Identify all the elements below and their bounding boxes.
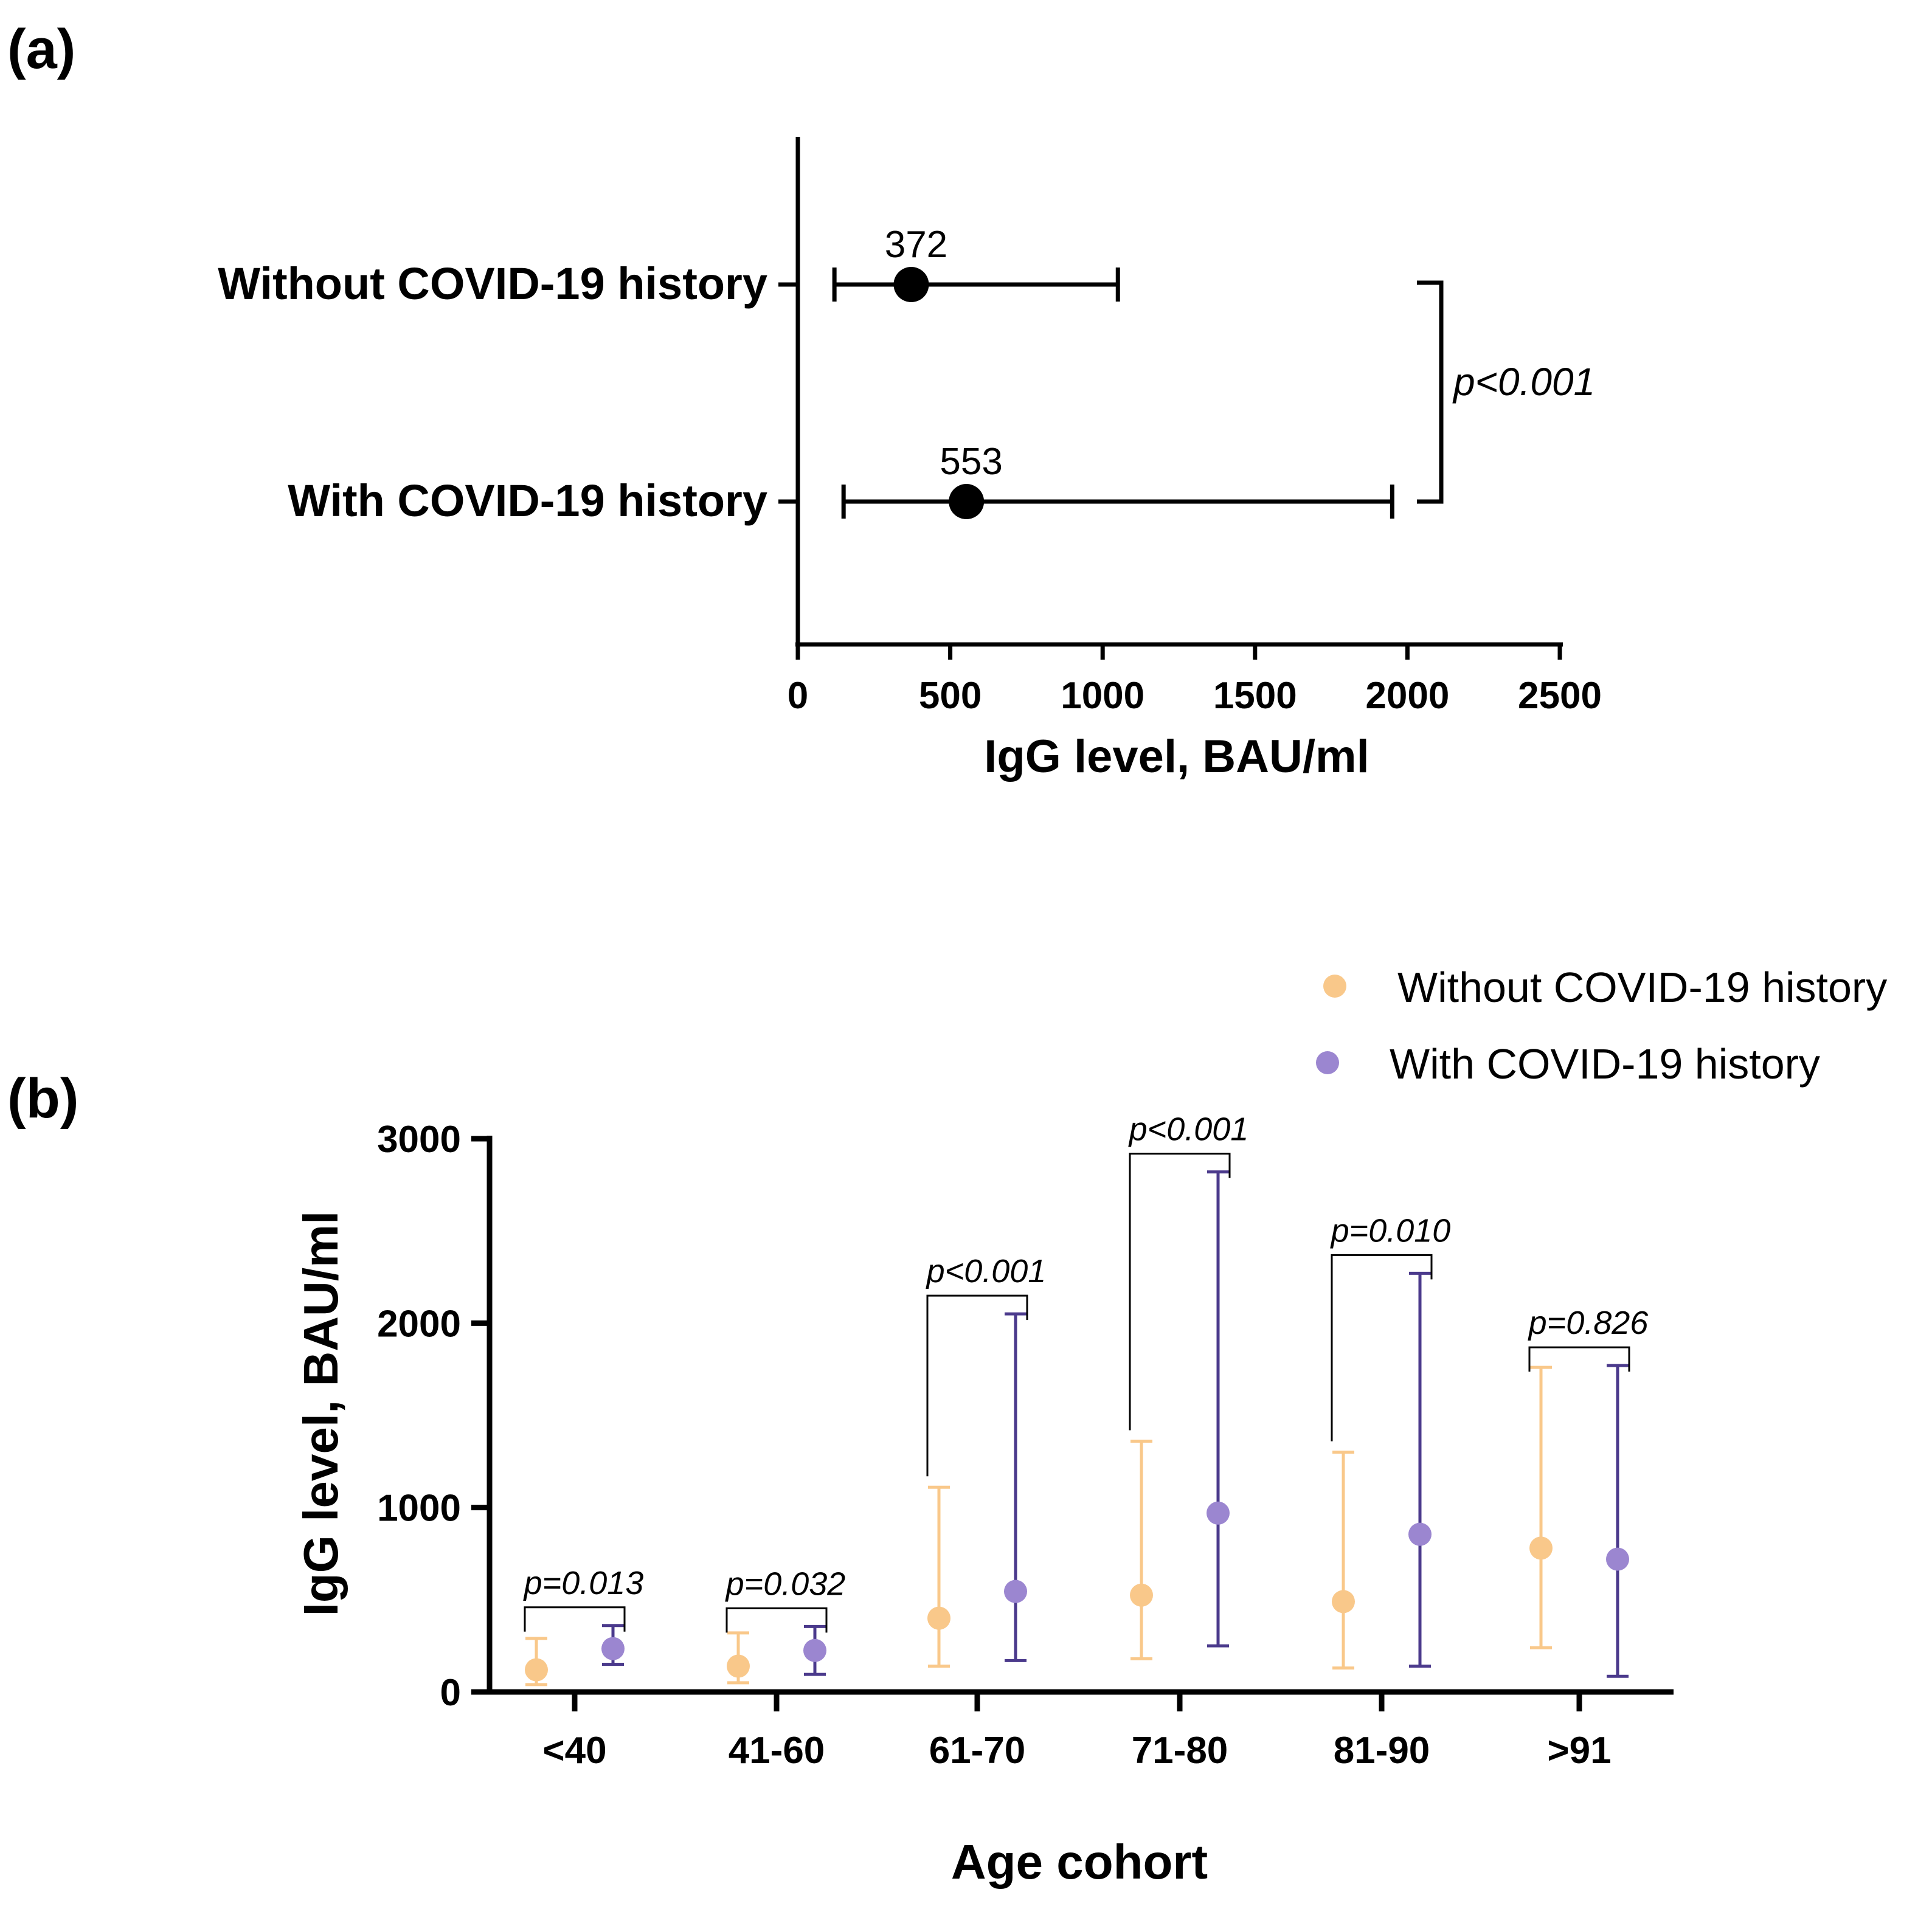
- panel-b-point-group: [1207, 1170, 1230, 1648]
- panel-b-y-tick-label: 1000: [377, 1488, 461, 1530]
- panel-b-point: [601, 1637, 625, 1660]
- panel-b-bracket-line: [926, 1294, 1028, 1477]
- panel-b-point: [1207, 1501, 1230, 1525]
- legend: Without COVID-19 history With COVID-19 h…: [1316, 964, 1887, 1088]
- panel-b-point-group: [1332, 1451, 1355, 1670]
- panel-b-point: [1130, 1583, 1153, 1607]
- panel-b-bracket-line: [725, 1607, 828, 1633]
- panel-a-x-axis-title: IgG level, BAU/ml: [984, 731, 1369, 782]
- panel-a-row: With COVID-19 history 553: [288, 441, 1394, 526]
- panel-b-point: [727, 1654, 750, 1678]
- panel-b-point-group: [927, 1485, 950, 1668]
- panel-b-point-group: [803, 1624, 826, 1676]
- panel-b-point: [1332, 1590, 1355, 1614]
- panel-b-y-tick-label: 3000: [377, 1119, 461, 1161]
- panel-b-significance-bracket: p=0.826: [1528, 1305, 1649, 1372]
- panel-b-significance-bracket: p<0.001: [1128, 1111, 1249, 1431]
- panel-a-x-tick-label: 2000: [1365, 675, 1449, 717]
- panel-b-point: [1408, 1522, 1432, 1546]
- panel-b-y-tick-label: 0: [440, 1672, 461, 1714]
- panel-a-x-tick-label: 0: [788, 675, 808, 717]
- panel-b-point: [803, 1638, 826, 1662]
- panel-a-x-tick-label: 500: [919, 675, 982, 717]
- panel-a-significance-bracket: [1417, 280, 1444, 504]
- panel-b-point-group: [727, 1631, 750, 1685]
- panel-b-pvalue: p<0.001: [926, 1253, 1047, 1289]
- panel-b-x-tick-label: 61-70: [929, 1730, 1026, 1772]
- panel-b-bracket-line: [1528, 1346, 1630, 1372]
- panel-b-point-group: [1606, 1364, 1629, 1678]
- panel-b-chart: IgG level, BAU/ml Age cohort 0 1000 2000 30…: [294, 1111, 1674, 1889]
- panel-b-x-tick-label: 81-90: [1334, 1730, 1430, 1772]
- panel-b-x-tick-label: 41-60: [729, 1730, 825, 1772]
- panel-b-point-group: [1130, 1439, 1153, 1660]
- panel-b-point-group: [1529, 1365, 1553, 1649]
- panel-b-point: [525, 1658, 548, 1682]
- panel-b-point-group: [525, 1637, 548, 1686]
- panel-a-row: Without COVID-19 history 372: [218, 224, 1120, 309]
- panel-a-x-tick-label: 1000: [1061, 675, 1144, 717]
- panel-b-point: [1606, 1547, 1629, 1571]
- panel-a-x-tick-label: 1500: [1213, 675, 1297, 717]
- panel-b-point-group: [601, 1624, 625, 1666]
- panel-b-label: (b): [7, 1068, 78, 1130]
- panel-b-bracket-line: [1331, 1254, 1433, 1441]
- legend-label-without-history: Without COVID-19 history: [1397, 964, 1887, 1011]
- panel-b-x-tick-label: >91: [1547, 1730, 1611, 1772]
- panel-a-point: [949, 484, 985, 519]
- panel-b-significance-bracket: p=0.010: [1330, 1212, 1451, 1441]
- panel-b-significance-bracket: p<0.001: [926, 1253, 1047, 1477]
- panel-b-point: [1004, 1579, 1027, 1603]
- panel-a-value-label: 553: [940, 441, 1002, 483]
- panel-b-pvalue: p=0.010: [1330, 1212, 1451, 1249]
- panel-b-point: [927, 1606, 950, 1630]
- panel-b-x-tick-label: 71-80: [1132, 1730, 1228, 1772]
- panel-a-point: [893, 267, 929, 302]
- panel-b-point-group: [1004, 1312, 1027, 1662]
- panel-b-y-axis-title: IgG level, BAU/ml: [294, 1211, 348, 1617]
- legend-marker-without-history: [1323, 975, 1346, 998]
- panel-b-significance-bracket: p=0.013: [523, 1565, 644, 1632]
- panel-a-x-tick-label: 2500: [1518, 675, 1602, 717]
- panel-b-pvalue: p=0.013: [523, 1565, 644, 1601]
- legend-marker-with-history: [1316, 1051, 1339, 1074]
- panel-b-pvalue: p=0.032: [725, 1566, 846, 1602]
- panel-b-pvalue: p<0.001: [1128, 1111, 1249, 1148]
- panel-a-chart: IgG level, BAU/ml 0 500 1000 1500 2000 2500 W…: [218, 137, 1602, 782]
- panel-a-label: (a): [7, 18, 75, 80]
- panel-a-pvalue: p<0.001: [1452, 360, 1595, 404]
- legend-label-with-history: With COVID-19 history: [1390, 1040, 1820, 1088]
- panel-a-category-label: With COVID-19 history: [288, 475, 767, 526]
- panel-b-x-axis-title: Age cohort: [951, 1835, 1208, 1889]
- panel-b-bracket-line: [524, 1606, 626, 1632]
- panel-b-point-group: [1408, 1271, 1432, 1668]
- panel-b-pvalue: p=0.826: [1528, 1305, 1649, 1341]
- panel-b-bracket-line: [1129, 1153, 1231, 1431]
- panel-b-x-tick-label: <40: [542, 1730, 606, 1772]
- panel-a-value-label: 372: [885, 224, 947, 266]
- panel-b-y-tick-label: 2000: [377, 1303, 461, 1345]
- panel-b-significance-bracket: p=0.032: [725, 1566, 846, 1633]
- panel-a-category-label: Without COVID-19 history: [218, 258, 767, 309]
- panel-b-point: [1529, 1536, 1553, 1560]
